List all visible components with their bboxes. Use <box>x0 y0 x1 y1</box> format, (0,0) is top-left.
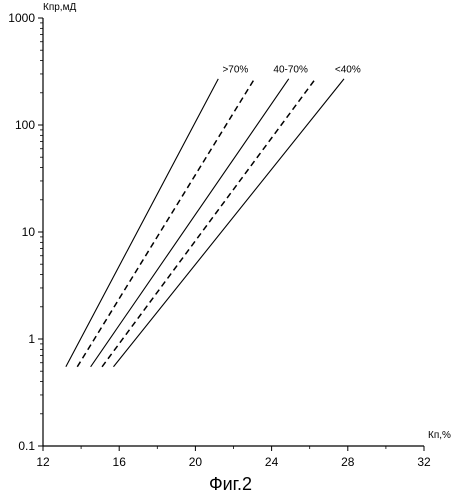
annotation-layer: >70% 40-70% <40% <box>222 64 360 75</box>
series-line-2 <box>77 79 254 367</box>
y-tick-label: 10 <box>22 225 36 239</box>
x-axis-label: Кп,% <box>428 430 451 441</box>
x-axis-ticks: 12 16 20 24 28 32 <box>36 446 431 469</box>
annotation-label: >70% <box>222 64 248 75</box>
x-tick-label: 20 <box>189 455 203 469</box>
series-line-5 <box>113 79 344 367</box>
x-tick-label: 16 <box>113 455 127 469</box>
x-tick-label: 32 <box>417 455 431 469</box>
y-tick-label: 1000 <box>8 11 35 25</box>
y-tick-label: 1 <box>28 332 35 346</box>
y-tick-label: 0.1 <box>18 439 35 453</box>
x-tick-label: 24 <box>265 455 279 469</box>
annotation-label: <40% <box>335 64 361 75</box>
series-line-4 <box>102 79 315 367</box>
y-tick-label: 100 <box>15 118 35 132</box>
axes <box>43 18 424 446</box>
annotation-label: 40-70% <box>273 64 308 75</box>
x-tick-label: 12 <box>36 455 50 469</box>
y-axis-ticks: 0.1 1 10 100 1000 <box>8 11 43 453</box>
y-axis-label: Кпр,мД <box>43 2 76 13</box>
series-line-3 <box>91 79 289 367</box>
figure-caption: Фиг.2 <box>0 474 461 495</box>
series-layer <box>66 79 344 367</box>
x-tick-label: 28 <box>341 455 355 469</box>
series-line-1 <box>66 79 218 367</box>
chart: 0.1 1 10 100 1000 12 16 20 24 28 32 >70% 40-70% <40… <box>0 0 461 470</box>
